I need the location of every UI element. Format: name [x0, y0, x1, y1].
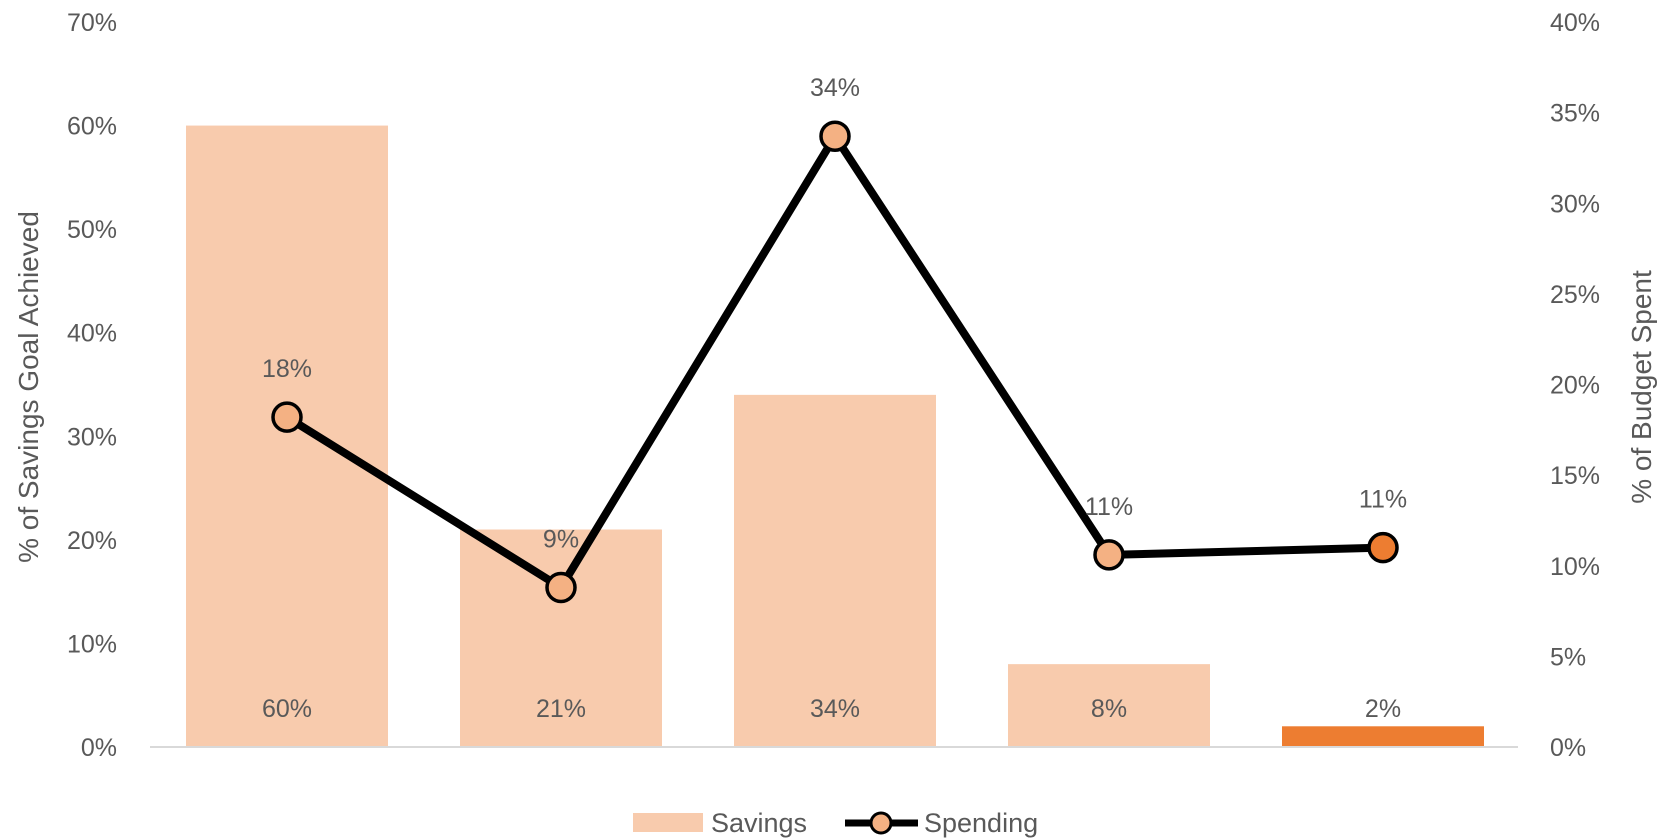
savings-bar	[460, 529, 662, 747]
right-tick-label: 25%	[1550, 281, 1600, 309]
spending-point-label: 9%	[543, 526, 579, 554]
savings-bar-label: 2%	[1365, 695, 1401, 723]
savings-bar-label: 21%	[536, 695, 586, 723]
spending-point	[1093, 539, 1125, 571]
right-tick-label: 10%	[1550, 553, 1600, 581]
savings-bar-label: 60%	[262, 695, 312, 723]
spending-line: 18% 9% 34% 11% 11%	[262, 74, 1407, 604]
savings-bar-labels: 60% 21% 34% 8% 2%	[262, 695, 1401, 723]
right-tick-label: 5%	[1550, 643, 1586, 671]
spending-point	[271, 401, 303, 433]
right-axis: 0% 5% 10% 15% 20% 25% 30% 35% 40%	[1550, 9, 1600, 762]
spending-point-label: 11%	[1359, 486, 1407, 514]
left-tick-label: 30%	[67, 423, 117, 451]
spending-point	[819, 120, 851, 152]
legend-savings-label: Savings	[711, 808, 807, 838]
legend-savings-swatch	[633, 813, 703, 832]
left-tick-label: 0%	[81, 734, 117, 762]
spending-point-label: 34%	[810, 74, 860, 102]
left-tick-label: 20%	[67, 527, 117, 555]
left-axis: 0% 10% 20% 30% 40% 50% 60% 70%	[67, 9, 117, 762]
savings-bars	[186, 125, 1484, 748]
right-tick-label: 30%	[1550, 190, 1600, 218]
left-axis-title: % of Savings Goal Achieved	[13, 211, 44, 563]
savings-bar	[1282, 726, 1484, 747]
left-tick-label: 70%	[67, 9, 117, 37]
left-tick-label: 40%	[67, 320, 117, 348]
right-tick-label: 35%	[1550, 100, 1600, 128]
savings-bar-label: 8%	[1091, 695, 1127, 723]
right-tick-label: 40%	[1550, 9, 1600, 37]
spending-point	[1367, 531, 1399, 564]
savings-bar	[734, 394, 936, 747]
right-tick-label: 20%	[1550, 372, 1600, 400]
right-tick-label: 15%	[1550, 462, 1600, 490]
left-tick-label: 10%	[67, 630, 117, 658]
right-tick-label: 0%	[1550, 734, 1586, 762]
spending-point-label: 18%	[262, 355, 312, 383]
legend-spending-label: Spending	[924, 808, 1038, 838]
legend-spending-marker	[869, 811, 893, 835]
legend: Savings Spending	[633, 808, 1038, 838]
savings-bar	[1008, 664, 1210, 747]
spending-point	[545, 571, 577, 604]
savings-bar-label: 34%	[810, 695, 860, 723]
left-tick-label: 50%	[67, 216, 117, 244]
right-axis-title: % of Budget Spent	[1626, 270, 1657, 504]
spending-point-label: 11%	[1085, 493, 1133, 521]
left-tick-label: 60%	[67, 113, 117, 141]
savings-bar	[186, 125, 388, 748]
